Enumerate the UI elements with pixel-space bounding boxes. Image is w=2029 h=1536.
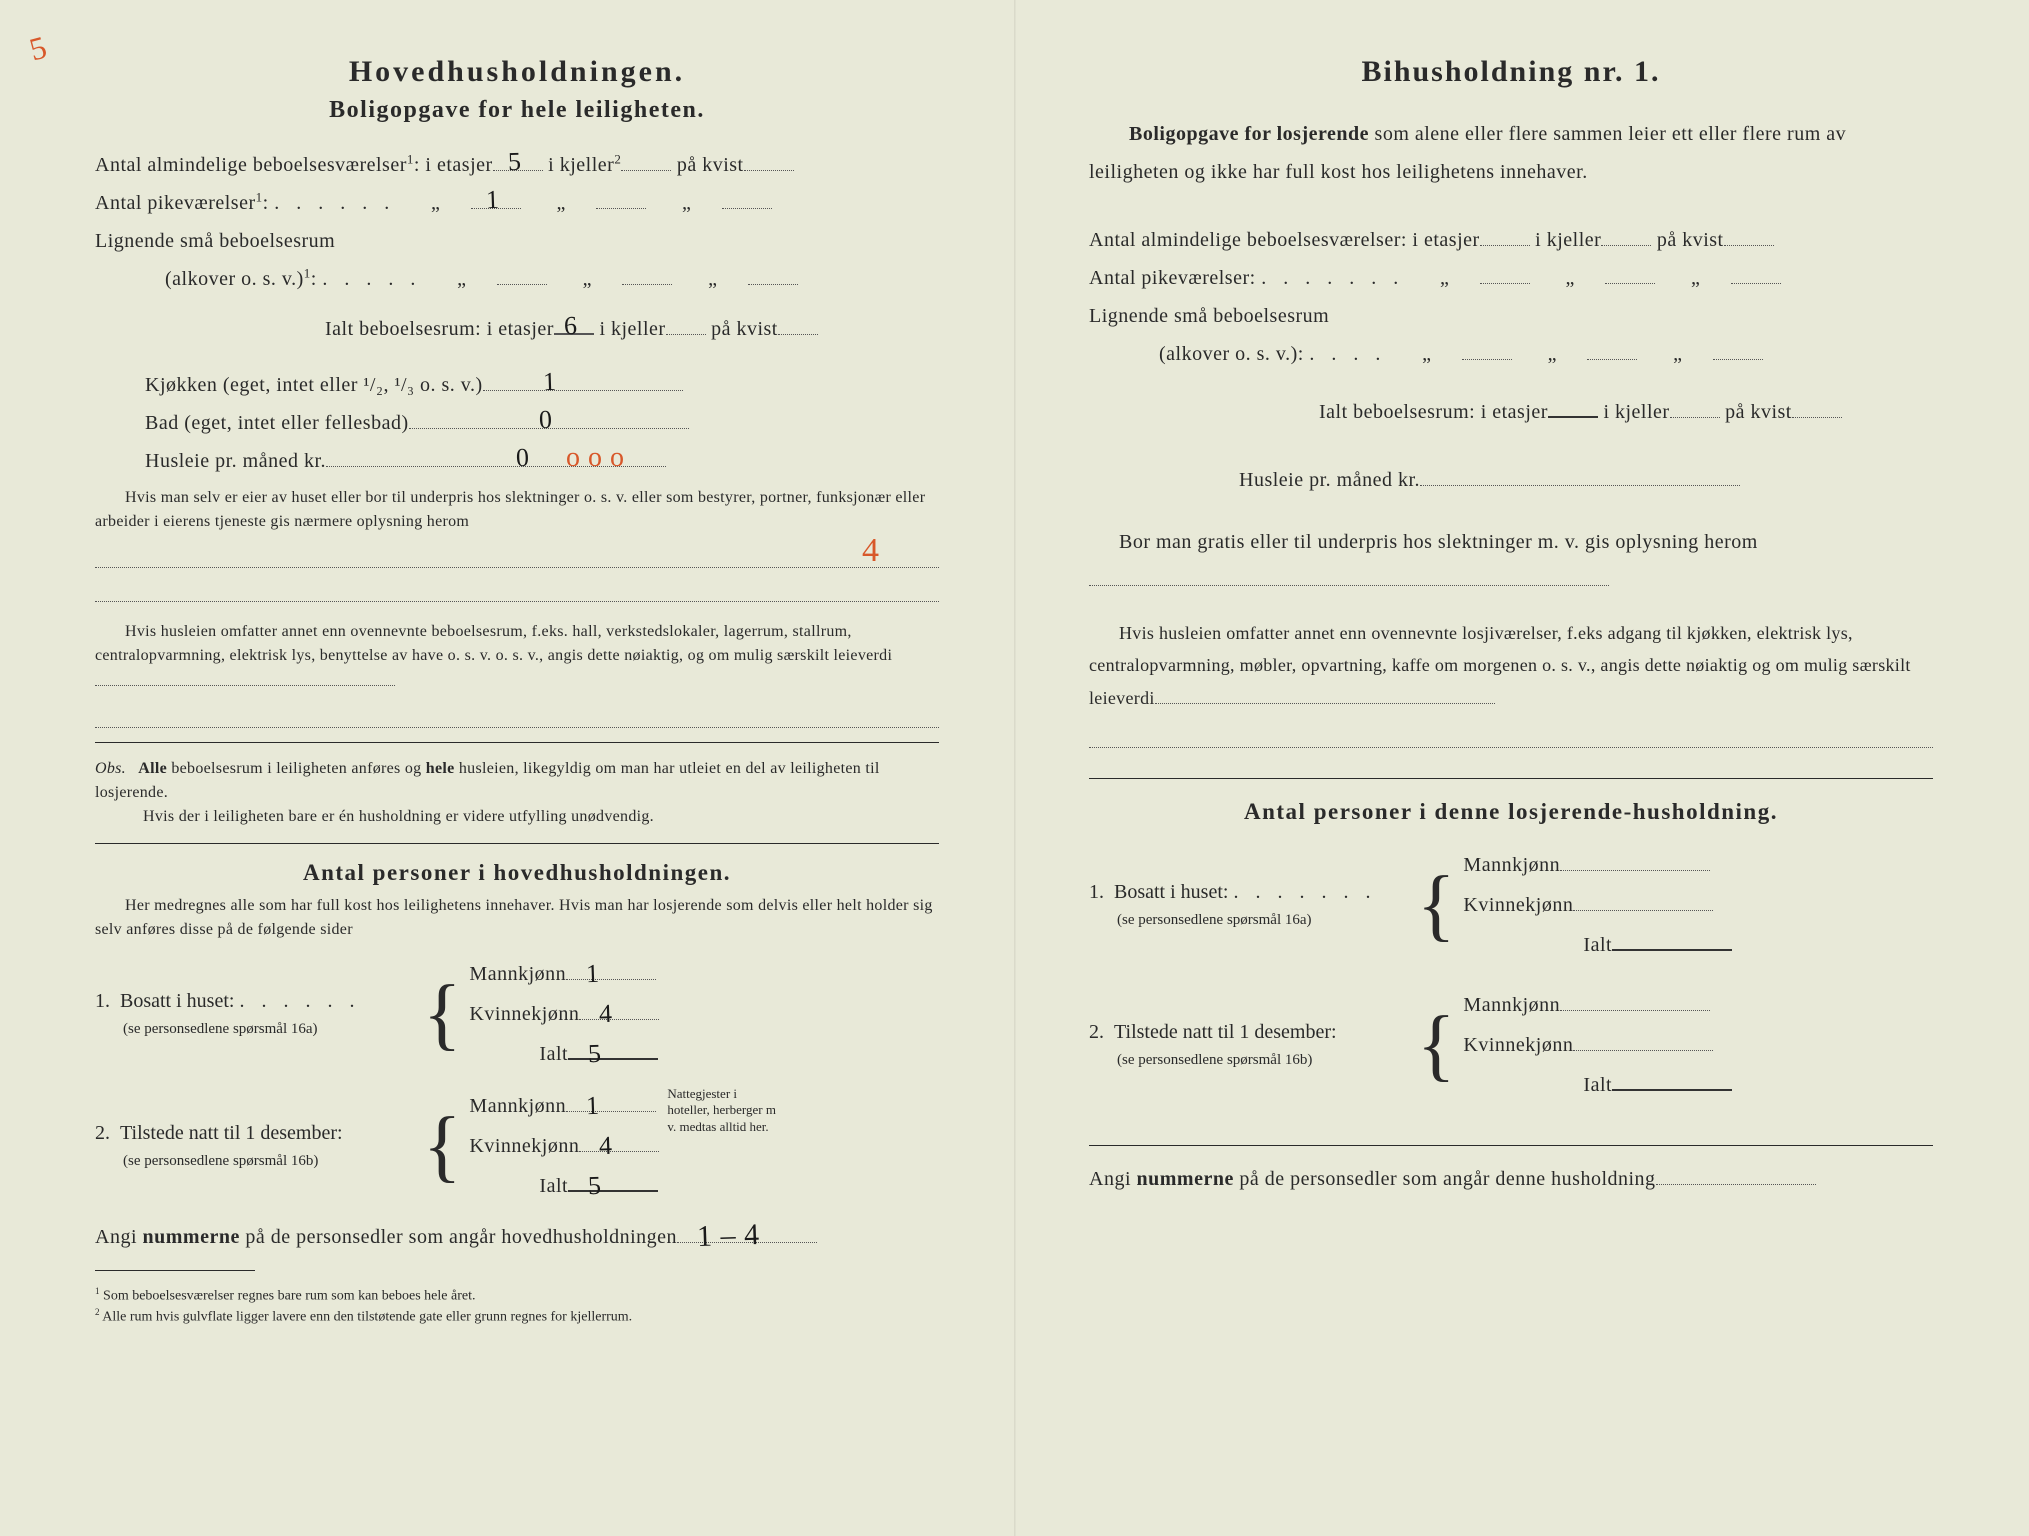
separator (1089, 1145, 1933, 1146)
r-row-alkover: Lignende små beboelsesrum (alkover o. s.… (1089, 297, 1933, 373)
left-subtitle: Boligopgave for hele leiligheten. (95, 97, 939, 124)
section-persons-intro: Her medregnes alle som har full kost hos… (95, 894, 939, 942)
row-pike: Antal pikeværelser1: . . . . . . „1 „ „ (95, 184, 939, 222)
r-row-ialt: Ialt beboelsesrum: i etasjer i kjeller p… (1089, 393, 1933, 431)
right-title: Bihusholdning nr. 1. (1089, 55, 1933, 89)
blank-line (95, 700, 939, 728)
r-gratis: Bor man gratis eller til underpris hos s… (1089, 523, 1933, 599)
blank-line: 4 (95, 540, 939, 568)
separator (95, 843, 939, 844)
section-persons-title: Antal personer i hovedhusholdningen. (95, 860, 939, 886)
row-alkover: Lignende små beboelsesrum (alkover o. s.… (95, 222, 939, 298)
note-owner: Hvis man selv er eier av huset eller bor… (95, 486, 939, 534)
right-intro: Boligopgave for losjerende som alene ell… (1089, 115, 1933, 191)
brace-icon: { (1409, 869, 1463, 941)
row-husleie: Husleie pr. måned kr.0o o o (95, 442, 939, 480)
separator (1089, 778, 1933, 779)
row-kjokken: Kjøkken (eget, intet eller ¹/₂, ¹/₃ o. s… (95, 366, 939, 404)
blank-line (95, 574, 939, 602)
blank-line (1089, 720, 1933, 748)
left-title: Hovedhusholdningen. (95, 55, 939, 89)
r-section-title: Antal personer i denne losjerende-hushol… (1089, 799, 1933, 825)
footnote-1: 1 Som beboelsesværelser regnes bare rum … (95, 1285, 939, 1307)
r-angi: Angi nummerne på de personsedler som ang… (1089, 1160, 1933, 1198)
q2-row: 2. Tilstede natt til 1 desember: (se per… (95, 1086, 939, 1206)
q1-row: 1. Bosatt i huset: . . . . . . (se perso… (95, 954, 939, 1074)
r-row-rooms: Antal almindelige beboelsesværelser: i e… (1089, 221, 1933, 259)
right-page: Bihusholdning nr. 1. Boligopgave for los… (1014, 0, 2028, 1536)
obs-block: Obs. Alle beboelsesrum i leiligheten anf… (95, 757, 939, 829)
row-rooms: Antal almindelige beboelsesværelser1: i … (95, 146, 939, 184)
r-q1-row: 1. Bosatt i huset: . . . . . . . (se per… (1089, 845, 1933, 965)
note-husleie: Hvis husleien omfatter annet enn ovennev… (95, 620, 939, 694)
side-note: Nattegjester i hoteller, herberger m v. … (659, 1086, 779, 1206)
left-page: 5 Hovedhusholdningen. Boligopgave for he… (0, 0, 1014, 1536)
brace-icon: { (415, 978, 469, 1050)
r-q2-row: 2. Tilstede natt til 1 desember: (se per… (1089, 985, 1933, 1105)
r-row-pike: Antal pikeværelser: . . . . . . . „ „ „ (1089, 259, 1933, 297)
footnote-2: 2 Alle rum hvis gulvflate ligger lavere … (95, 1306, 939, 1328)
row-ialt: Ialt beboelsesrum: i etasjer6 i kjeller … (95, 310, 939, 348)
separator (95, 742, 939, 743)
handwritten-corner: 5 (25, 29, 50, 69)
r-note2: Hvis husleien omfatter annet enn ovennev… (1089, 617, 1933, 714)
r-husleie: Husleie pr. måned kr. (1089, 461, 1933, 499)
separator-short (95, 1270, 255, 1271)
brace-icon: { (415, 1110, 469, 1182)
angi-row: Angi nummerne på de personsedler som ang… (95, 1218, 939, 1256)
brace-icon: { (1409, 1009, 1463, 1081)
